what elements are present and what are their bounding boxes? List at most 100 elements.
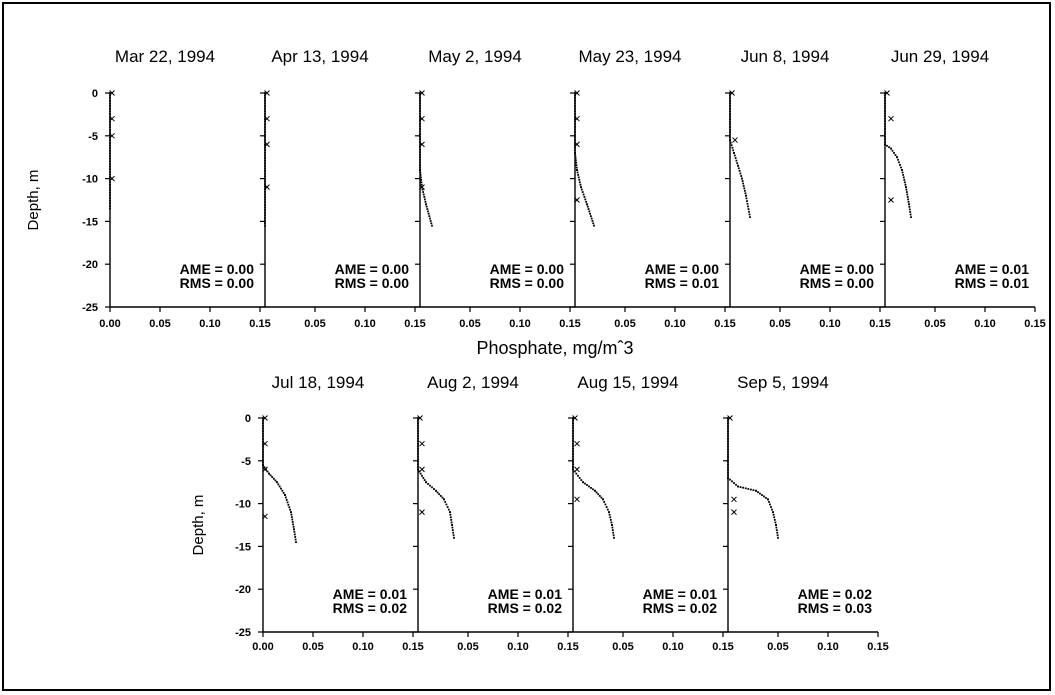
model-profile-point — [109, 194, 111, 197]
model-profile-point — [884, 92, 886, 94]
model-profile-point — [574, 99, 576, 102]
model-profile-point — [586, 205, 589, 208]
model-profile-point — [264, 105, 266, 107]
panel-title: May 2, 1994 — [428, 47, 522, 66]
observed-point — [419, 466, 425, 473]
model-profile-point — [264, 110, 266, 113]
model-profile-point — [109, 107, 111, 110]
model-profile-point — [421, 188, 424, 191]
model-profile-point — [592, 222, 595, 225]
observed-point — [574, 466, 580, 473]
model-profile-point — [901, 169, 903, 171]
model-profile-point — [727, 469, 729, 472]
model-profile-point — [741, 177, 743, 180]
model-profile-point — [109, 163, 111, 165]
panel-title: Aug 15, 1994 — [577, 373, 678, 392]
y-tick-label: -20 — [82, 259, 98, 271]
model-profile-point — [884, 117, 886, 120]
model-profile-point — [909, 213, 912, 216]
y-tick-label: -10 — [82, 174, 98, 186]
panel-title: Sep 5, 1994 — [737, 373, 829, 392]
observed-point — [264, 115, 270, 122]
model-profile-point — [746, 200, 748, 202]
model-profile-point — [743, 189, 746, 192]
observed-point — [419, 141, 425, 148]
model-profile-point — [264, 222, 266, 224]
model-profile-point — [768, 500, 770, 503]
panel-title: Jun 29, 1994 — [891, 47, 989, 66]
model-profile-point — [417, 450, 419, 453]
model-profile-point — [590, 217, 593, 220]
model-profile-point — [295, 541, 297, 544]
model-profile-point — [572, 437, 574, 440]
model-profile-point — [293, 533, 296, 536]
model-profile-point — [759, 492, 761, 495]
x-tick-label: 0.15 — [559, 318, 580, 330]
model-profile-point — [737, 485, 739, 488]
model-profile-point — [264, 120, 266, 123]
model-profile-point — [262, 445, 264, 448]
observed-point — [262, 440, 268, 447]
model-profile-point — [435, 489, 437, 492]
model-profile-point — [572, 424, 574, 427]
model-profile-point — [611, 526, 614, 529]
model-profile-point — [109, 197, 111, 199]
model-profile-point — [572, 429, 574, 432]
model-profile-point — [262, 424, 264, 427]
observed-point — [264, 141, 270, 148]
model-profile-point — [419, 104, 421, 107]
model-profile-point — [747, 488, 750, 490]
x-tick-label: 0.15 — [867, 641, 888, 653]
model-profile-point — [777, 536, 779, 539]
model-profile-point — [417, 460, 419, 463]
model-profile-point — [272, 477, 275, 480]
model-profile-point — [417, 417, 419, 419]
model-profile-point — [262, 435, 264, 438]
model-profile-point — [264, 170, 266, 172]
model-profile-point — [909, 211, 912, 213]
panel-title: Jun 8, 1994 — [741, 47, 830, 66]
model-profile-point — [284, 496, 287, 499]
model-profile-point — [905, 186, 907, 189]
model-profile-point — [264, 162, 266, 165]
model-profile-point — [282, 492, 285, 494]
x-tick-label: 0.15 — [869, 318, 890, 330]
model-profile-point — [264, 183, 266, 185]
model-profile-point — [891, 149, 894, 152]
model-profile-point — [109, 102, 111, 105]
model-profile-point — [888, 146, 890, 149]
model-profile-point — [280, 487, 282, 490]
model-profile-point — [572, 445, 574, 448]
model-profile-point — [578, 477, 581, 479]
model-profile-point — [109, 155, 111, 157]
model-profile-point — [884, 102, 886, 105]
model-profile-point — [776, 531, 779, 534]
model-profile-point — [294, 538, 297, 541]
model-profile-point — [730, 144, 733, 147]
panel-title: Mar 22, 1994 — [115, 47, 215, 66]
model-profile-point — [574, 144, 576, 147]
model-profile-point — [449, 516, 452, 519]
ame-label: AME = 0.00 — [800, 261, 875, 277]
model-profile-point — [422, 193, 425, 196]
model-profile-point — [429, 220, 432, 222]
model-profile-point — [277, 483, 280, 486]
model-profile-point — [574, 120, 576, 123]
model-profile-point — [582, 193, 585, 196]
model-profile-point — [572, 447, 574, 450]
model-profile-point — [902, 174, 905, 176]
rms-label: RMS = 0.01 — [645, 275, 720, 291]
observed-point — [731, 509, 737, 516]
model-profile-point — [419, 130, 421, 133]
model-profile-point — [109, 92, 111, 94]
model-profile-point — [262, 451, 264, 453]
model-profile-point — [419, 97, 421, 100]
model-profile-point — [884, 120, 886, 123]
model-profile-point — [727, 448, 729, 451]
model-profile-point — [727, 474, 729, 477]
model-profile-point — [436, 491, 439, 494]
model-profile-point — [884, 112, 886, 115]
x-tick-label: 0.05 — [614, 318, 635, 330]
model-profile-point — [900, 166, 902, 169]
